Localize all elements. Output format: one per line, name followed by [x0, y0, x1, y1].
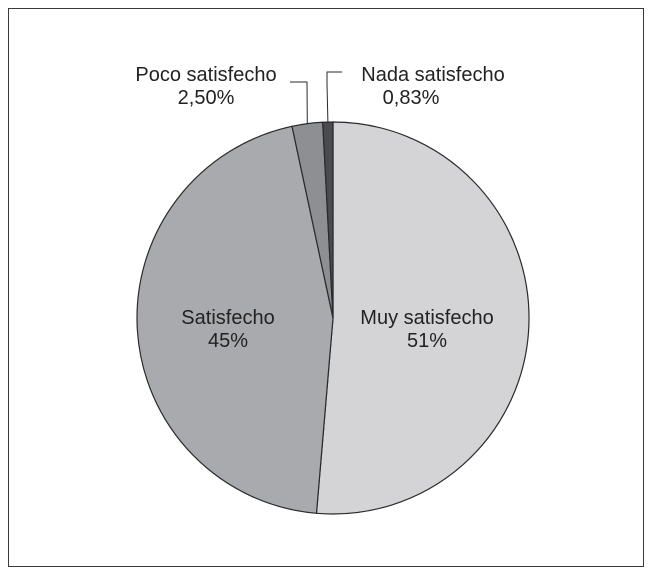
pie-slices: [136, 121, 530, 515]
slice-label-nada-satisfecho: Nada satisfecho: [361, 64, 504, 86]
leader-line-poco-satisfecho: [290, 81, 308, 124]
slice-label-satisfecho: Satisfecho: [181, 307, 274, 329]
leader-lines: [290, 71, 342, 124]
slice-label-poco-satisfecho: Poco satisfecho: [135, 64, 276, 86]
leader-line-nada-satisfecho: [326, 71, 342, 123]
slice-value-poco-satisfecho: 2,50%: [178, 87, 235, 109]
slice-value-satisfecho: 45%: [208, 330, 248, 352]
slice-value-muy-satisfecho: 51%: [407, 330, 447, 352]
slice-value-nada-satisfecho: 0,83%: [383, 87, 440, 109]
slice-label-muy-satisfecho: Muy satisfecho: [360, 307, 493, 329]
pie-slice-satisfecho: [136, 125, 334, 514]
pie-slice-muy-satisfecho: [315, 121, 530, 515]
